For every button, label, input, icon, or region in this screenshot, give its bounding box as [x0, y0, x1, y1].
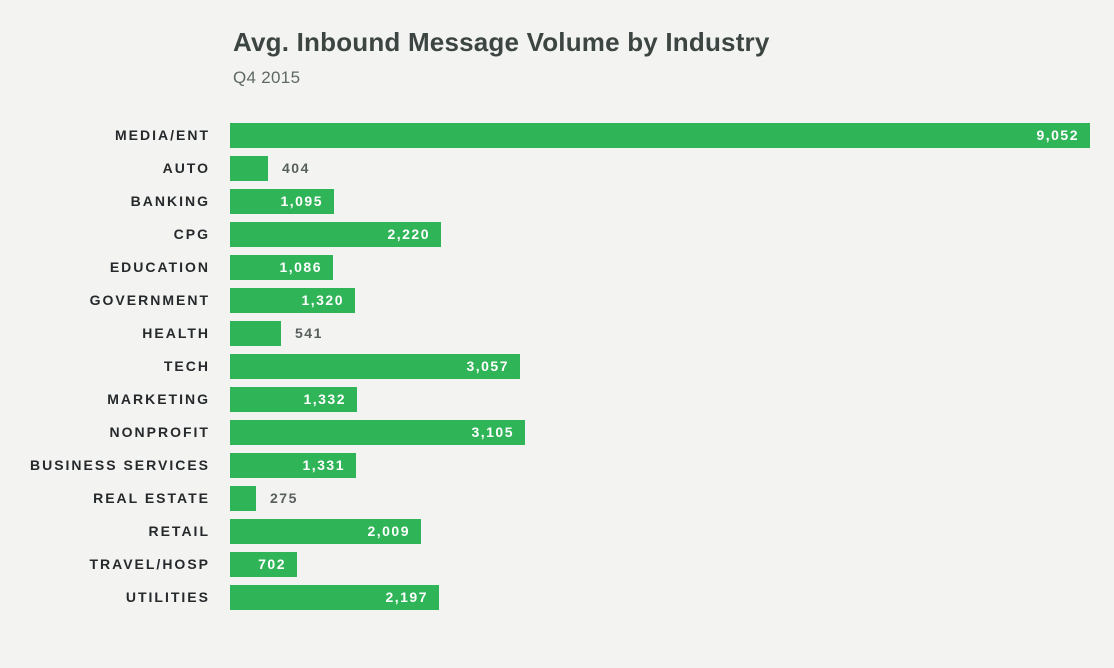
bar-value-inside: 3,105: [471, 424, 514, 441]
bar-row: UTILITIES 2,197: [0, 581, 1114, 614]
bar: 1,095: [230, 188, 334, 214]
bar-area: 275: [230, 485, 1114, 511]
bar-area: 404: [230, 155, 1114, 181]
row-label: CPG: [173, 226, 210, 243]
bar: 3,057: [230, 353, 520, 379]
bar-value-inside: 1,095: [280, 193, 323, 210]
bar-row: BANKING 1,095: [0, 185, 1114, 218]
bar: 2,009: [230, 518, 421, 544]
bar-row: EDUCATION 1,086: [0, 251, 1114, 284]
bar-area: 702: [230, 551, 1114, 577]
bar-value-inside: 2,220: [387, 226, 430, 243]
bar-row: TRAVEL/HOSP 702: [0, 548, 1114, 581]
row-label: REAL ESTATE: [93, 490, 210, 507]
bar-value-inside: 1,331: [302, 457, 345, 474]
row-label: GOVERNMENT: [89, 292, 210, 309]
bar-area: 1,086: [230, 254, 1114, 280]
bar-rows: MEDIA/ENT 9,052 AUTO 404 BANKING 1,095 C…: [0, 119, 1114, 614]
bar-row: BUSINESS SERVICES 1,331: [0, 449, 1114, 482]
bar: 1,320: [230, 287, 355, 313]
bar: 1,331: [230, 452, 356, 478]
row-label: MARKETING: [107, 391, 210, 408]
bar: [230, 485, 256, 511]
bar-value-inside: 702: [258, 556, 286, 573]
bar: 702: [230, 551, 297, 577]
bar-row: REAL ESTATE 275: [0, 482, 1114, 515]
row-label: EDUCATION: [109, 259, 210, 276]
bar-area: 2,220: [230, 221, 1114, 247]
bar-area: 1,332: [230, 386, 1114, 412]
row-label: HEALTH: [142, 325, 210, 342]
bar-area: 3,105: [230, 419, 1114, 445]
bar-chart: MEDIA/ENT 9,052 AUTO 404 BANKING 1,095 C…: [0, 119, 1114, 614]
bar: [230, 155, 268, 181]
bar-row: RETAIL 2,009: [0, 515, 1114, 548]
bar-value-inside: 2,009: [367, 523, 410, 540]
bar: [230, 320, 281, 346]
bar-area: 1,095: [230, 188, 1114, 214]
bar-area: 9,052: [230, 122, 1114, 148]
row-label: MEDIA/ENT: [115, 127, 210, 144]
bar-value-inside: 1,086: [279, 259, 322, 276]
bar-value-outside: 275: [270, 490, 298, 507]
bar-row: AUTO 404: [0, 152, 1114, 185]
bar-value-inside: 1,332: [303, 391, 346, 408]
bar-area: 3,057: [230, 353, 1114, 379]
bar: 1,332: [230, 386, 357, 412]
row-label: BUSINESS SERVICES: [29, 457, 210, 474]
chart-header: Avg. Inbound Message Volume by Industry …: [233, 27, 1114, 88]
bar-area: 541: [230, 320, 1114, 346]
bar: 2,197: [230, 584, 439, 610]
bar-area: 1,331: [230, 452, 1114, 478]
bar: 2,220: [230, 221, 441, 247]
bar-value-inside: 3,057: [466, 358, 509, 375]
bar-area: 1,320: [230, 287, 1114, 313]
bar: 1,086: [230, 254, 333, 280]
bar-value-outside: 541: [295, 325, 323, 342]
bar-row: HEALTH 541: [0, 317, 1114, 350]
bar: 3,105: [230, 419, 525, 445]
chart-subtitle: Q4 2015: [233, 67, 301, 87]
row-label: TECH: [163, 358, 210, 375]
chart-title: Avg. Inbound Message Volume by Industry: [233, 27, 770, 57]
row-label: NONPROFIT: [109, 424, 210, 441]
row-label: UTILITIES: [125, 589, 210, 606]
bar-row: GOVERNMENT 1,320: [0, 284, 1114, 317]
bar-value-outside: 404: [282, 160, 310, 177]
bar-area: 2,009: [230, 518, 1114, 544]
bar-value-inside: 2,197: [385, 589, 428, 606]
row-label: RETAIL: [148, 523, 210, 540]
bar-row: MEDIA/ENT 9,052: [0, 119, 1114, 152]
bar-row: MARKETING 1,332: [0, 383, 1114, 416]
bar-row: NONPROFIT 3,105: [0, 416, 1114, 449]
row-label: TRAVEL/HOSP: [89, 556, 210, 573]
bar-value-inside: 1,320: [301, 292, 344, 309]
bar-row: TECH 3,057: [0, 350, 1114, 383]
row-label: AUTO: [162, 160, 210, 177]
bar-value-inside: 9,052: [1036, 127, 1079, 144]
bar-row: CPG 2,220: [0, 218, 1114, 251]
bar-area: 2,197: [230, 584, 1114, 610]
row-label: BANKING: [130, 193, 210, 210]
bar: 9,052: [230, 122, 1090, 148]
